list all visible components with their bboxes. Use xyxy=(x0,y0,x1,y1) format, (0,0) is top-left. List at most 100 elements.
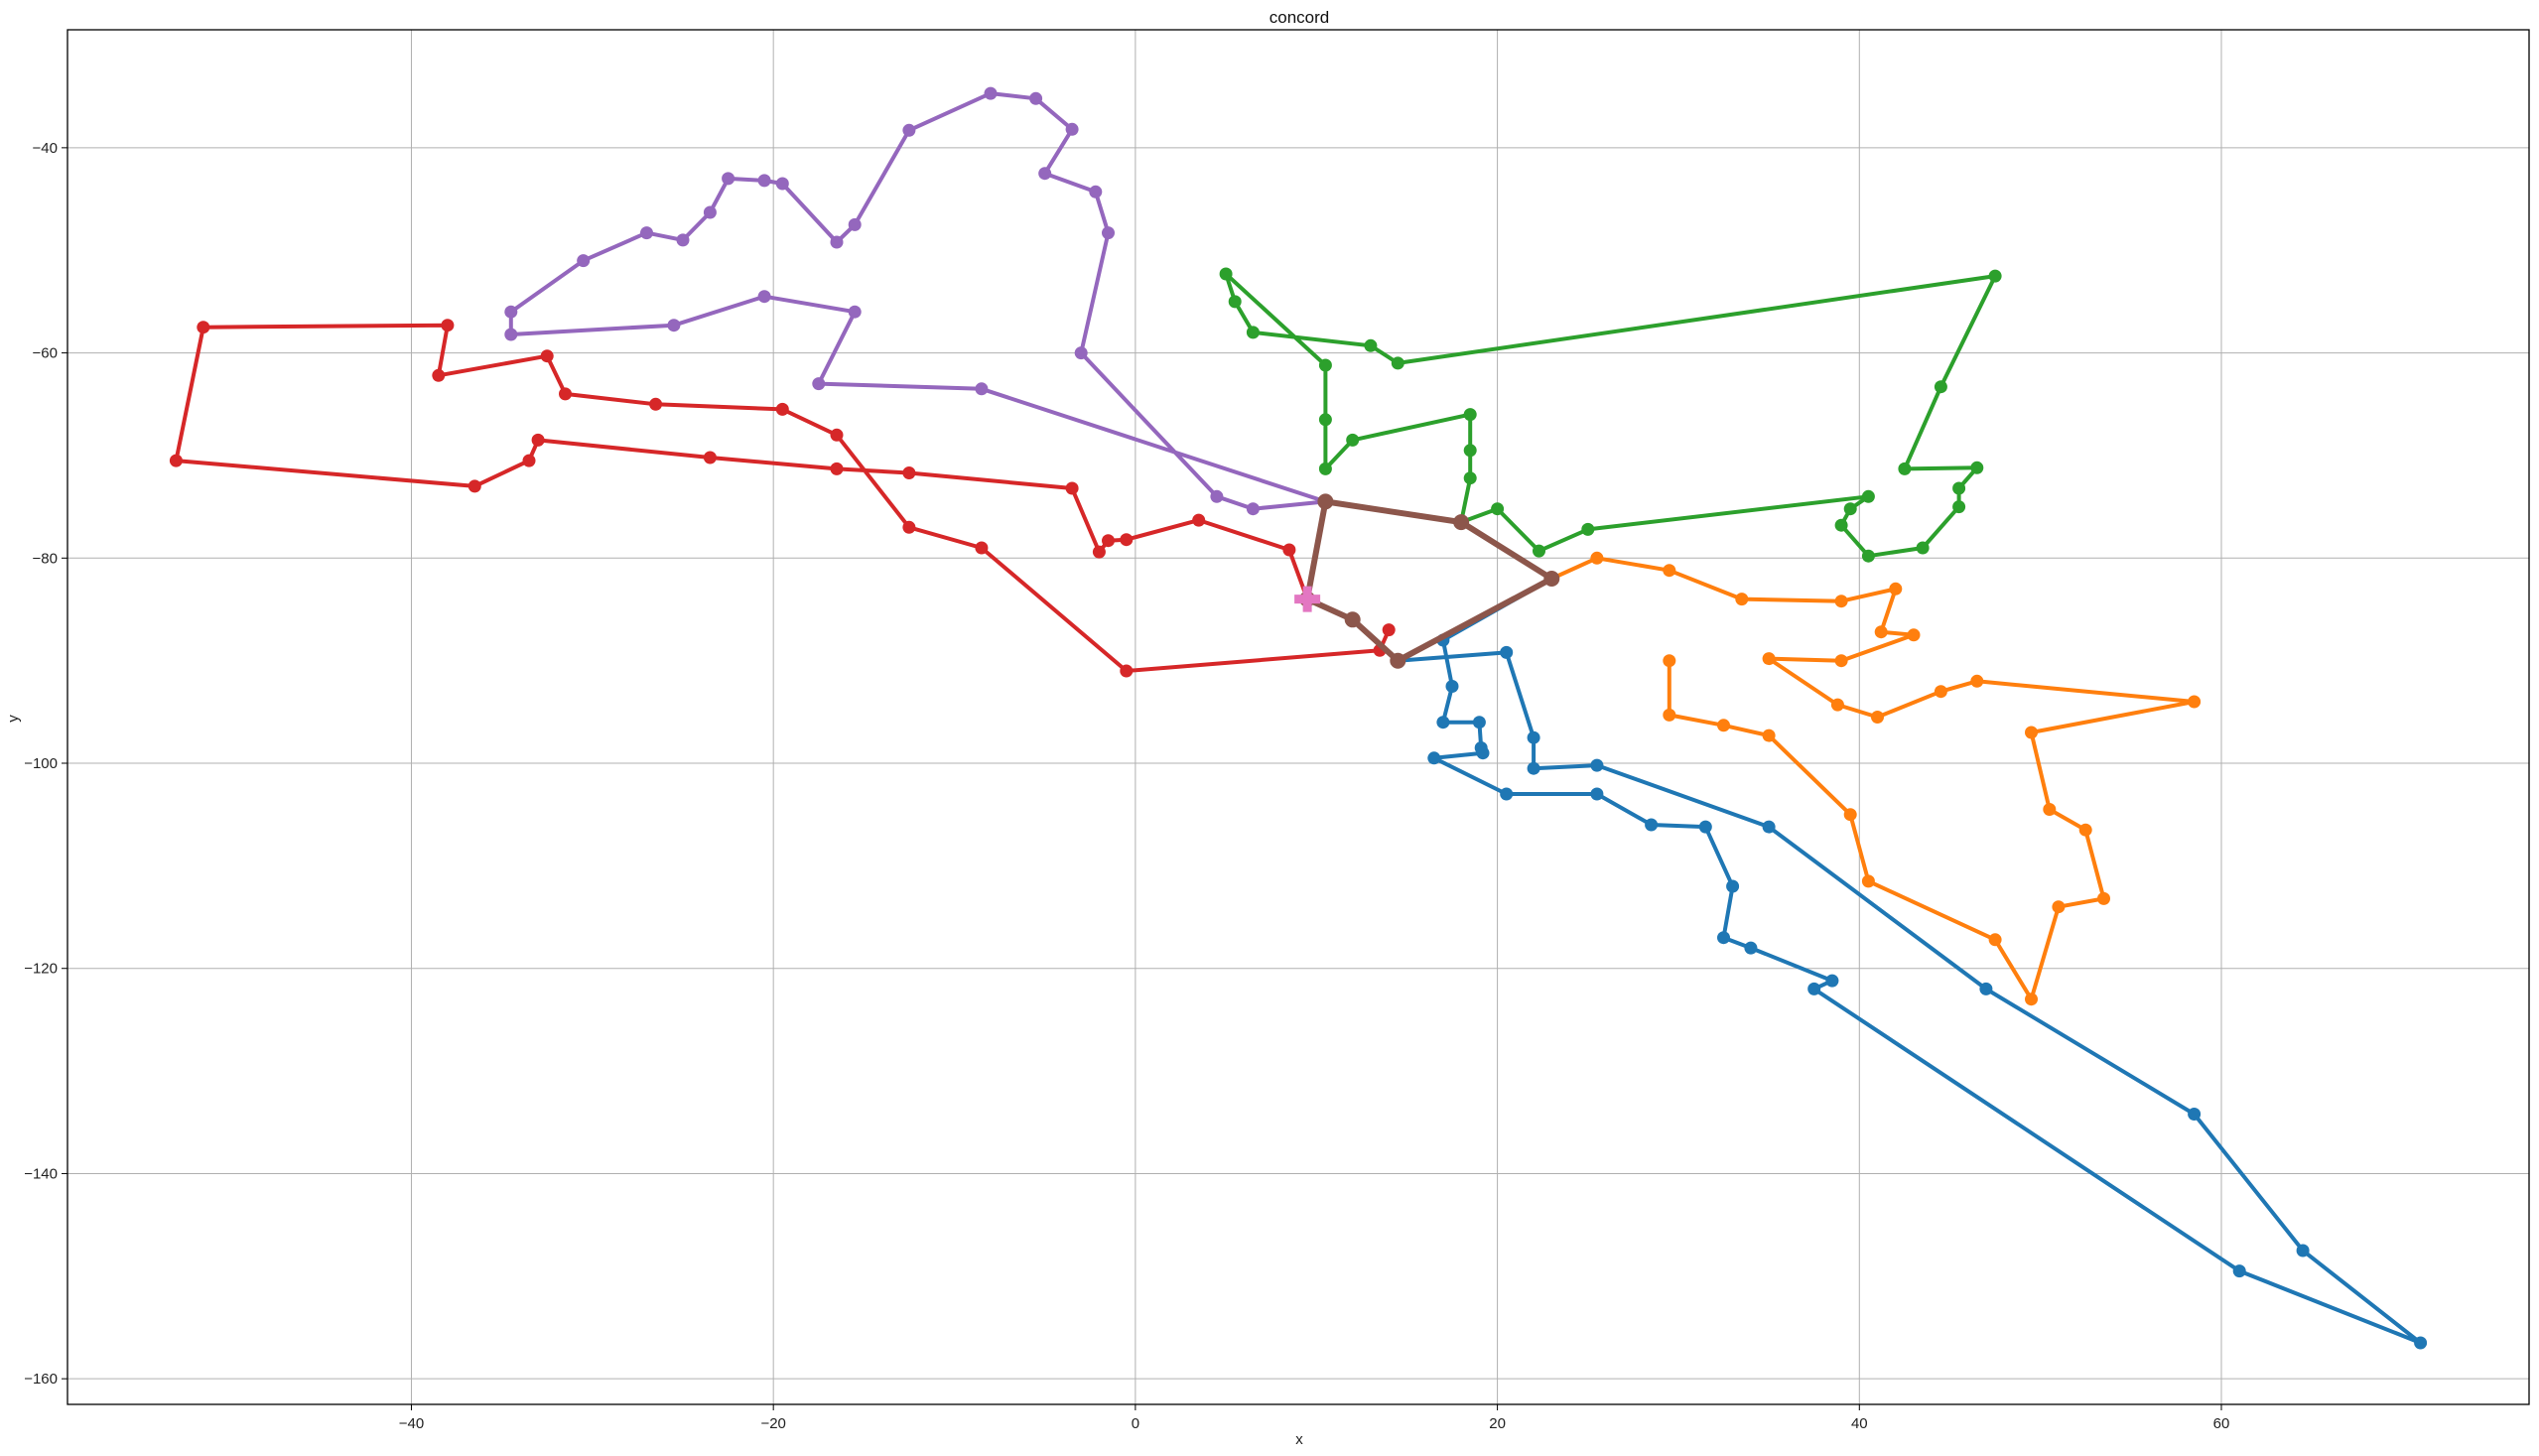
data-point xyxy=(1246,502,1260,516)
data-point xyxy=(1698,820,1712,834)
data-point xyxy=(1807,982,1821,995)
data-point xyxy=(1038,167,1052,181)
data-point xyxy=(1581,522,1595,536)
data-point xyxy=(1527,761,1540,775)
data-point xyxy=(830,235,844,249)
data-point xyxy=(830,462,844,475)
data-point xyxy=(1889,582,1903,596)
data-point xyxy=(1282,543,1296,557)
data-point xyxy=(667,319,681,332)
data-point xyxy=(1192,513,1206,527)
data-point xyxy=(848,305,862,319)
data-point xyxy=(1102,534,1115,548)
data-point xyxy=(577,254,591,268)
data-point xyxy=(522,454,536,467)
start-marker-group xyxy=(1294,586,1321,612)
data-point xyxy=(649,397,663,411)
data-point xyxy=(559,387,572,401)
data-point xyxy=(1463,408,1477,422)
data-point xyxy=(722,172,735,186)
data-point xyxy=(1463,471,1477,485)
data-point xyxy=(1089,185,1103,199)
y-tick-label: −100 xyxy=(24,755,58,772)
data-point xyxy=(1476,746,1490,760)
data-point xyxy=(757,290,771,304)
series-line xyxy=(508,91,1327,511)
data-point xyxy=(2097,891,2110,905)
data-point xyxy=(1364,338,1378,352)
series-line xyxy=(1550,556,2197,1001)
chart-title: concord xyxy=(1270,8,1329,27)
data-point xyxy=(902,466,916,479)
data-point xyxy=(1463,444,1477,458)
data-point xyxy=(902,520,916,534)
y-tick-label: −40 xyxy=(33,140,58,157)
data-point xyxy=(504,305,518,319)
data-point xyxy=(1843,808,1857,822)
data-point xyxy=(540,349,554,363)
data-point xyxy=(2052,900,2066,914)
data-point xyxy=(1346,433,1360,447)
data-point xyxy=(984,86,998,100)
data-point xyxy=(1979,982,1993,995)
data-point xyxy=(830,428,844,442)
data-point xyxy=(1874,625,1888,639)
data-point xyxy=(2296,1244,2310,1257)
y-tick-label: −60 xyxy=(33,345,58,362)
data-point xyxy=(2078,823,2092,837)
x-tick-label: 0 xyxy=(1132,1415,1139,1432)
data-point xyxy=(1834,654,1848,668)
data-point xyxy=(169,454,183,467)
data-point xyxy=(197,321,210,334)
data-point xyxy=(1916,541,1930,555)
data-point xyxy=(775,177,789,191)
x-tick-label: 40 xyxy=(1851,1415,1868,1432)
data-point xyxy=(812,377,826,391)
data-point xyxy=(1735,593,1749,606)
data-point xyxy=(1952,500,1966,514)
data-point xyxy=(1120,533,1134,547)
series-line xyxy=(1398,577,2423,1345)
data-point xyxy=(1825,974,1839,988)
y-tick-label: −160 xyxy=(24,1371,58,1388)
data-point xyxy=(468,479,481,493)
data-point xyxy=(2188,695,2202,709)
data-point xyxy=(1246,326,1260,339)
data-point xyxy=(1317,493,1334,510)
x-tick-label: 20 xyxy=(1489,1415,1506,1432)
data-point xyxy=(1645,818,1659,832)
data-point xyxy=(848,217,862,231)
data-point xyxy=(1861,549,1875,563)
data-point xyxy=(1590,551,1604,565)
data-point xyxy=(1427,751,1441,765)
data-point xyxy=(1228,295,1242,309)
data-point xyxy=(1391,356,1404,370)
data-point xyxy=(1472,716,1486,729)
data-point xyxy=(1436,716,1450,729)
data-point xyxy=(775,402,789,416)
data-point xyxy=(1590,787,1604,801)
data-point xyxy=(1318,358,1332,372)
data-point xyxy=(2414,1336,2428,1350)
data-point xyxy=(1898,462,1912,475)
data-point xyxy=(1952,481,1966,495)
series-4 xyxy=(504,86,1332,516)
data-point xyxy=(1907,628,1921,642)
grid xyxy=(67,30,2529,1404)
data-point xyxy=(1726,879,1740,893)
x-tick-label: −40 xyxy=(399,1415,424,1432)
data-point xyxy=(2025,993,2038,1006)
data-point xyxy=(1717,931,1730,945)
data-point xyxy=(432,368,446,382)
data-point xyxy=(1092,545,1106,559)
data-point xyxy=(676,233,690,247)
data-point xyxy=(1970,461,1984,474)
data-point xyxy=(1663,654,1676,668)
data-point xyxy=(504,328,518,341)
data-point xyxy=(1382,623,1396,637)
data-point xyxy=(1988,269,2002,283)
data-point xyxy=(1762,728,1776,742)
y-tick-label: −80 xyxy=(33,550,58,567)
data-point xyxy=(1390,652,1406,669)
